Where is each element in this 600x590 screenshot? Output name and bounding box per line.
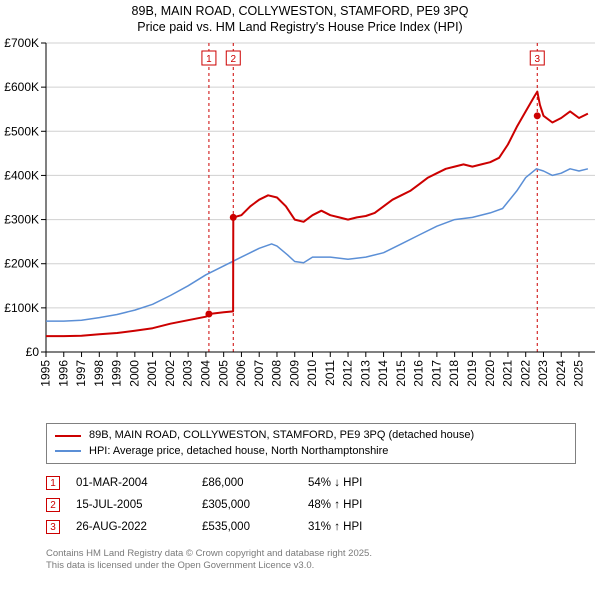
x-tick-label: 1999: [110, 360, 124, 387]
transaction-price: £86,000: [202, 477, 292, 489]
marker-dot: [534, 113, 541, 120]
marker-label: 3: [534, 54, 540, 65]
x-tick-label: 2006: [234, 360, 248, 387]
y-tick-label: £400K: [4, 169, 39, 183]
x-tick-label: 2005: [216, 360, 230, 387]
footer-line2: This data is licensed under the Open Gov…: [46, 560, 576, 572]
x-tick-label: 2012: [341, 360, 355, 387]
marker-label: 2: [230, 54, 236, 65]
x-tick-label: 2017: [429, 360, 443, 387]
title-address: 89B, MAIN ROAD, COLLYWESTON, STAMFORD, P…: [0, 4, 600, 20]
y-tick-label: £600K: [4, 80, 39, 94]
y-tick-label: £200K: [4, 257, 39, 271]
legend-row: HPI: Average price, detached house, Nort…: [55, 444, 567, 459]
x-tick-label: 2007: [252, 360, 266, 387]
x-tick-label: 2009: [287, 360, 301, 387]
x-tick-label: 2003: [181, 360, 195, 387]
x-tick-label: 2011: [323, 360, 337, 386]
marker-dot: [230, 214, 237, 221]
legend-swatch: [55, 435, 81, 437]
x-tick-label: 2015: [394, 360, 408, 387]
x-tick-label: 2024: [554, 360, 568, 387]
x-tick-label: 1998: [92, 360, 106, 387]
transaction-date: 01-MAR-2004: [76, 477, 186, 489]
x-tick-label: 1996: [56, 360, 70, 387]
legend: 89B, MAIN ROAD, COLLYWESTON, STAMFORD, P…: [46, 423, 576, 464]
chart-svg: £0 £100K £200K £300K £400K £500K £600K £700K 199…: [0, 37, 600, 417]
x-tick-label: 2004: [199, 360, 213, 387]
transaction-pct: 31% ↑ HPI: [308, 521, 362, 533]
x-tick-label: 2025: [572, 360, 586, 387]
transaction-marker: 2: [46, 498, 60, 512]
table-row: 1 01-MAR-2004 £86,000 54% ↓ HPI: [46, 472, 576, 494]
x-tick-label: 2020: [483, 360, 497, 387]
transaction-pct: 54% ↓ HPI: [308, 477, 362, 489]
transaction-price: £305,000: [202, 499, 292, 511]
x-tick-label: 2023: [536, 360, 550, 387]
x-tick-label: 2008: [270, 360, 284, 387]
transactions-table: 1 01-MAR-2004 £86,000 54% ↓ HPI 2 15-JUL-2005…: [46, 472, 576, 538]
marker-dot: [205, 311, 212, 318]
y-tick-label: £0: [26, 345, 40, 359]
transaction-marker: 1: [46, 476, 60, 490]
y-tick-label: £700K: [4, 37, 39, 50]
x-tick-label: 2022: [518, 360, 532, 387]
x-tick-label: 2000: [127, 360, 141, 387]
x-tick-label: 2016: [412, 360, 426, 387]
transaction-price: £535,000: [202, 521, 292, 533]
marker-label: 1: [206, 54, 212, 65]
title-subtitle: Price paid vs. HM Land Registry's House …: [0, 20, 600, 36]
copyright-footer: Contains HM Land Registry data © Crown c…: [46, 548, 576, 572]
x-tick-label: 2010: [305, 360, 319, 387]
legend-label: 89B, MAIN ROAD, COLLYWESTON, STAMFORD, P…: [89, 428, 474, 443]
y-tick-label: £100K: [4, 301, 39, 315]
legend-swatch: [55, 450, 81, 452]
price-chart: £0 £100K £200K £300K £400K £500K £600K £700K 199…: [0, 37, 600, 417]
y-tick-label: £300K: [4, 213, 39, 227]
footer-line1: Contains HM Land Registry data © Crown c…: [46, 548, 576, 560]
x-tick-label: 1997: [74, 360, 88, 387]
x-tick-label: 2013: [358, 360, 372, 387]
y-tick-label: £500K: [4, 125, 39, 139]
table-row: 2 15-JUL-2005 £305,000 48% ↑ HPI: [46, 494, 576, 516]
x-tick-label: 2002: [163, 360, 177, 387]
legend-label: HPI: Average price, detached house, Nort…: [89, 444, 388, 459]
transaction-date: 15-JUL-2005: [76, 499, 186, 511]
x-tick-label: 2019: [465, 360, 479, 387]
x-tick-label: 2021: [501, 360, 515, 387]
x-tick-label: 2018: [447, 360, 461, 387]
legend-row: 89B, MAIN ROAD, COLLYWESTON, STAMFORD, P…: [55, 428, 567, 443]
transaction-pct: 48% ↑ HPI: [308, 499, 362, 511]
transaction-date: 26-AUG-2022: [76, 521, 186, 533]
transaction-marker: 3: [46, 520, 60, 534]
table-row: 3 26-AUG-2022 £535,000 31% ↑ HPI: [46, 516, 576, 538]
x-tick-label: 1995: [39, 360, 53, 387]
x-tick-label: 2014: [376, 360, 390, 387]
x-tick-label: 2001: [145, 360, 159, 387]
chart-title-block: 89B, MAIN ROAD, COLLYWESTON, STAMFORD, P…: [0, 0, 600, 37]
